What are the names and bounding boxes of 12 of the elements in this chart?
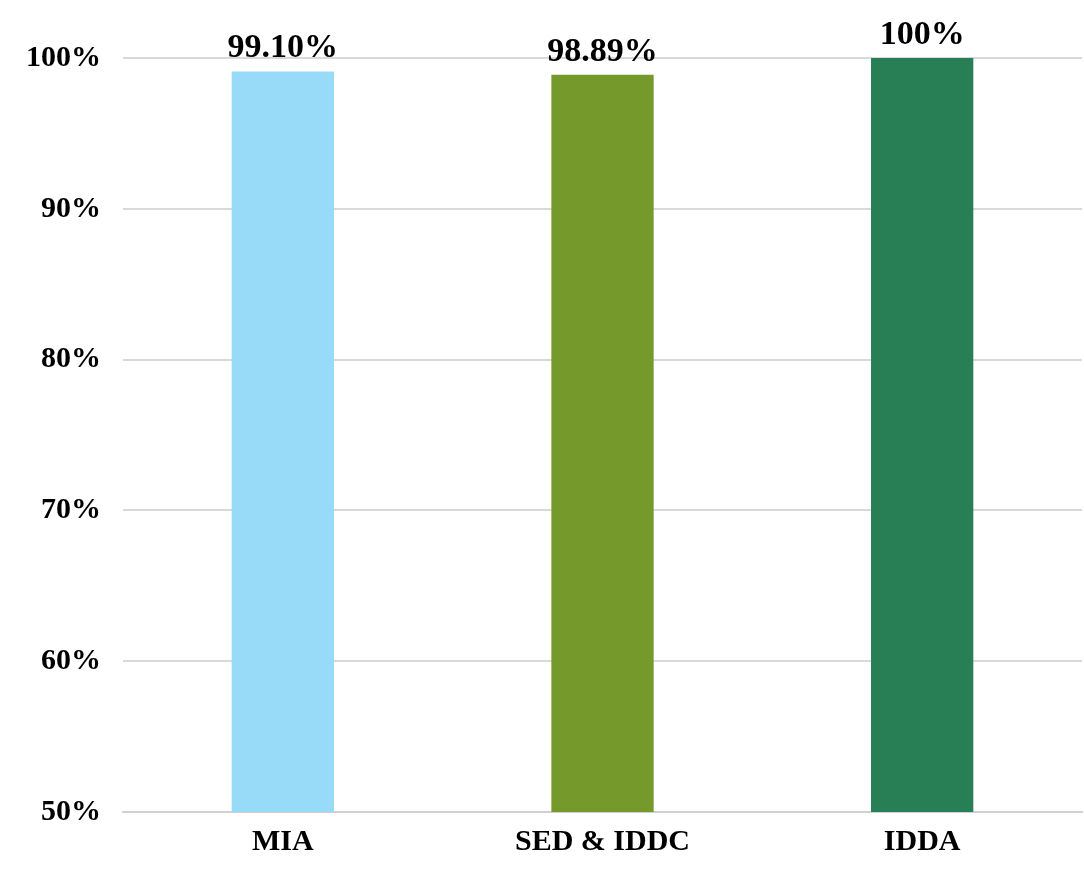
y-tick-label: 90% [41,189,101,223]
data-label: 100% [879,13,965,51]
y-tick-label: 80% [41,340,101,374]
x-tick-label: IDDA [883,822,961,856]
y-tick-label: 60% [41,641,101,675]
data-label: 99.10% [227,27,339,65]
y-tick-label: 50% [41,792,101,826]
y-tick-label: 70% [41,491,101,525]
data-label: 98.89% [547,30,658,68]
y-tick-label: 100% [26,38,101,72]
x-tick-label: MIA [252,822,314,856]
x-tick-label: SED & IDDC [514,822,691,856]
